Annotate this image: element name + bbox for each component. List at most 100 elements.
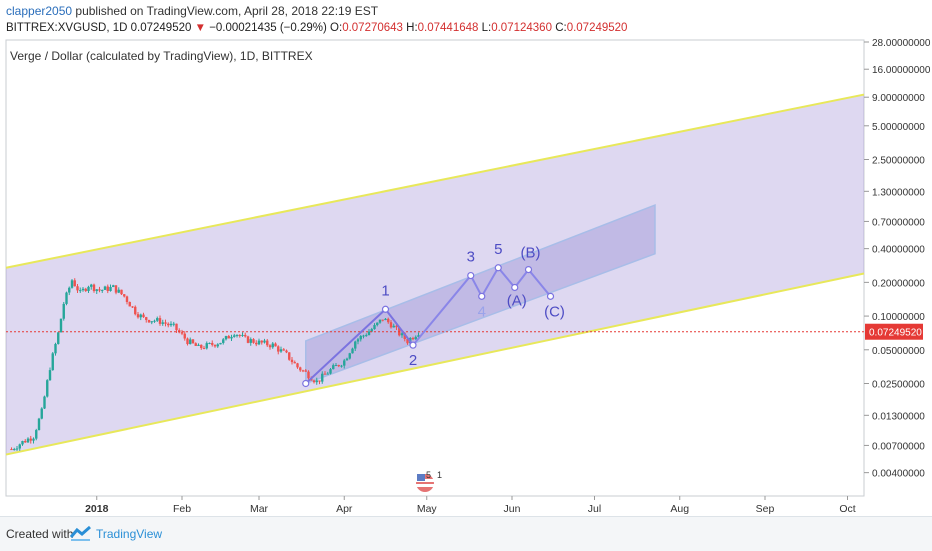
wave-label: (A) [507,292,527,309]
candle-body [109,286,112,292]
candle-body [356,339,360,342]
candle-body [285,350,288,353]
y-tick-label: 0.02500000 [872,380,925,391]
x-tick-label: Oct [839,503,855,515]
candle-body [216,344,219,347]
candle-body [37,418,41,431]
candle-body [205,343,208,349]
candle-body [321,373,324,382]
candle-body [114,285,118,293]
candle-body [230,336,233,339]
candle-body [147,319,151,323]
candle-body [158,318,162,324]
candle-body [76,286,79,291]
high-value: 0.07441648 [417,22,479,34]
wave-point [524,266,533,274]
candle-body [392,325,395,328]
y-tick-label: 0.00400000 [872,469,925,480]
candle-body [15,448,19,450]
footer-bar: Created with TradingView [0,516,932,551]
wave-label: (C) [544,303,565,320]
y-tick-label: 0.20000000 [872,278,925,289]
y-tick-label: 0.70000000 [872,217,925,228]
last-price: 0.07249520 [130,22,192,34]
candle-body [103,286,107,290]
candle-body [51,353,54,371]
candle-body [54,343,57,354]
candle-body [268,345,272,348]
candle-body [172,323,175,325]
y-tick-label: 9.00000000 [872,93,925,104]
candle-body [128,301,131,307]
candle-body [98,289,101,291]
tradingview-logo-icon[interactable] [70,525,92,541]
candle-body [142,314,145,318]
candle-body [194,343,197,346]
candle-body [365,335,368,337]
candle-body [18,444,21,449]
y-tick-label: 1.30000000 [872,187,925,198]
candle-body [389,322,393,328]
candle-body [180,332,184,334]
wave-label: (B) [521,245,541,262]
wave-label: 3 [467,249,475,266]
candle-body [46,380,49,397]
candle-body [150,321,153,323]
tradingview-link[interactable]: TradingView [96,527,163,541]
candle-body [68,287,71,293]
y-tick-label: 0.10000000 [872,312,925,323]
candle-body [255,342,258,345]
candle-body [235,334,239,336]
candle-body [211,342,214,345]
author-link[interactable]: clapper2050 [6,4,73,18]
y-tick-label: 0.01300000 [872,411,925,422]
candle-body [337,365,340,367]
x-axis: 2018 Feb Mar Apr May Jun Jul Aug Sep Oct [85,496,856,515]
flag-icon [416,474,434,492]
candle-body [340,365,343,367]
candle-body [274,343,277,347]
x-tick-label: Feb [173,503,191,515]
candle-body [332,365,335,370]
wave-point [511,283,519,292]
candle-body [279,349,283,352]
ohlc-line: BITTREX:XVGUSD, 1D 0.07249520 ▼ −0.00021… [6,22,627,34]
candle-body [79,290,82,292]
candle-body [117,289,120,293]
candle-body [134,306,137,315]
candle-body [299,367,302,371]
candle-body [125,296,129,302]
candle-body [304,370,307,372]
candle-body [282,349,285,351]
symbol-label: BITTREX:XVGUSD, 1D [6,22,128,34]
y-tick-label: 28.00000000 [872,38,931,49]
last-price-label: 0.07249520 [869,328,922,339]
candle-body [345,358,349,361]
candle-body [59,318,63,333]
candle-body [186,338,189,345]
candle-body [120,289,123,295]
candle-body [414,336,417,340]
candle-body [367,331,371,336]
candle-body [241,334,244,336]
candle-body [378,319,382,323]
candle-body [222,339,225,343]
chart-canvas[interactable]: 1 2 3 4 5 (A) (B) (C) 28.00000000 16.00000000 9.0… [0,0,932,516]
y-tick-label: 0.05000000 [872,346,925,357]
close-value: 0.07249520 [566,22,628,34]
candle-body [417,335,420,337]
open-value: 0.07270643 [342,22,403,34]
flag-count-5: 5 [426,470,431,480]
candle-body [406,339,409,344]
candle-body [266,340,269,346]
candle-body [92,284,96,292]
candle-body [329,369,332,374]
candle-body [354,341,357,349]
candle-body [373,325,376,330]
candle-body [403,333,406,340]
candle-body [260,340,263,343]
candle-body [10,449,13,451]
wave-label: 5 [494,241,502,258]
wave-label: 2 [409,352,417,369]
wave-point [546,292,555,300]
